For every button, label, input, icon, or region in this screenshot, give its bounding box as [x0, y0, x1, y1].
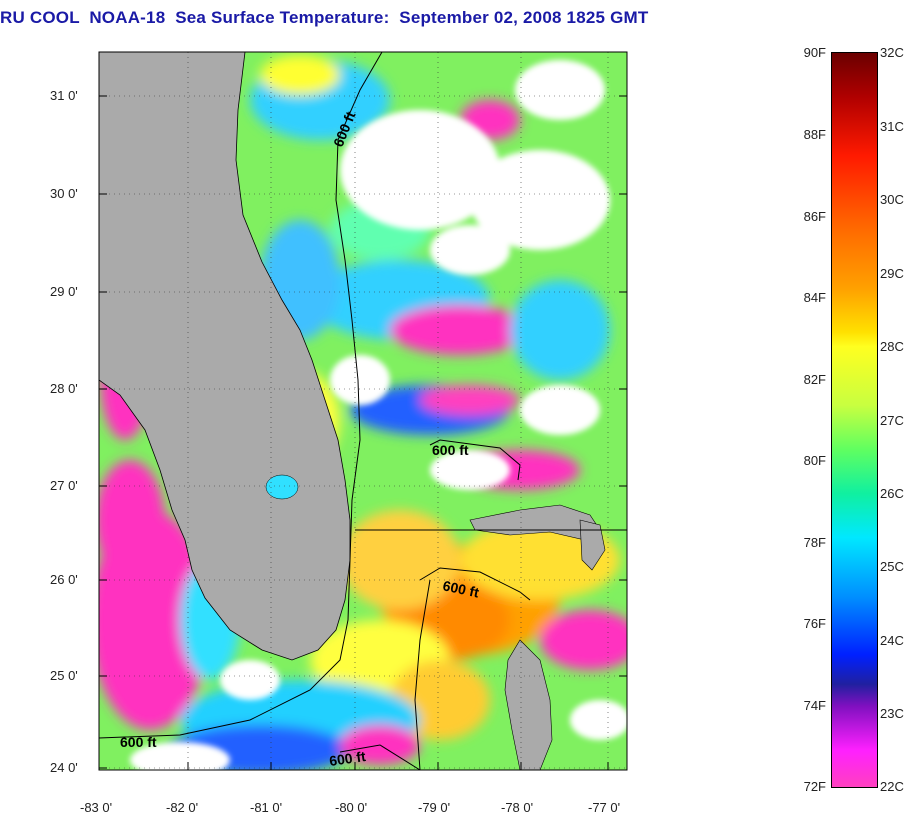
lon-label: -78 0'	[501, 800, 534, 815]
lat-label: 27 0'	[50, 478, 78, 493]
depth-contours	[99, 52, 531, 770]
colorbar-c-label: 31C	[880, 119, 904, 134]
graticule	[99, 52, 627, 770]
colorbar-f-label: 80F	[803, 453, 826, 468]
page-title: RU COOL NOAA-18 Sea Surface Temperature:…	[0, 8, 649, 27]
colorbar-c-label: 29C	[880, 266, 904, 281]
florida-land	[99, 52, 351, 661]
colorbar-c-label: 26C	[880, 486, 904, 501]
lat-label: 25 0'	[50, 668, 78, 683]
map-border	[98, 51, 628, 771]
temperature-colorbar	[831, 52, 878, 788]
lon-label: -80 0'	[335, 800, 368, 815]
colorbar-c-label: 23C	[880, 706, 904, 721]
lat-label: 31 0'	[50, 88, 78, 103]
contour-label: 600 ft	[441, 577, 480, 600]
lat-label: 30 0'	[50, 186, 78, 201]
sst-field	[99, 52, 627, 770]
colorbar-c-label: 22C	[880, 779, 904, 794]
contour-label: 600 ft	[432, 442, 469, 458]
colorbar-f-label: 84F	[803, 290, 826, 305]
lat-label: 26 0'	[50, 572, 78, 587]
colorbar-c-label: 28C	[880, 339, 904, 354]
lon-label: -82 0'	[166, 800, 199, 815]
colorbar-c-label: 32C	[880, 45, 904, 60]
lat-label: 28 0'	[50, 381, 78, 396]
lat-label: 24 0'	[50, 760, 78, 775]
contour-label: 600 ft	[328, 748, 367, 769]
colorbar-f-label: 82F	[803, 372, 826, 387]
colorbar-c-label: 25C	[880, 559, 904, 574]
contour-label: 600 ft	[120, 734, 157, 750]
map-ticks	[99, 95, 627, 770]
andros	[504, 639, 553, 770]
colorbar-f-label: 90F	[803, 45, 826, 60]
colorbar-f-label: 86F	[803, 209, 826, 224]
colorbar-c-label: 24C	[880, 633, 904, 648]
lat-label: 29 0'	[50, 284, 78, 299]
lon-label: -81 0'	[250, 800, 283, 815]
lon-label: -83 0'	[80, 800, 113, 815]
colorbar-f-label: 78F	[803, 535, 826, 550]
colorbar-f-label: 88F	[803, 127, 826, 142]
abaco	[579, 519, 606, 571]
colorbar-f-label: 72F	[803, 779, 826, 794]
colorbar-c-label: 27C	[880, 413, 904, 428]
colorbar-c-label: 30C	[880, 192, 904, 207]
lon-label: -79 0'	[418, 800, 451, 815]
colorbar-f-label: 74F	[803, 698, 826, 713]
lon-label: -77 0'	[588, 800, 621, 815]
lake-okeechobee	[265, 474, 299, 500]
colorbar-f-label: 76F	[803, 616, 826, 631]
